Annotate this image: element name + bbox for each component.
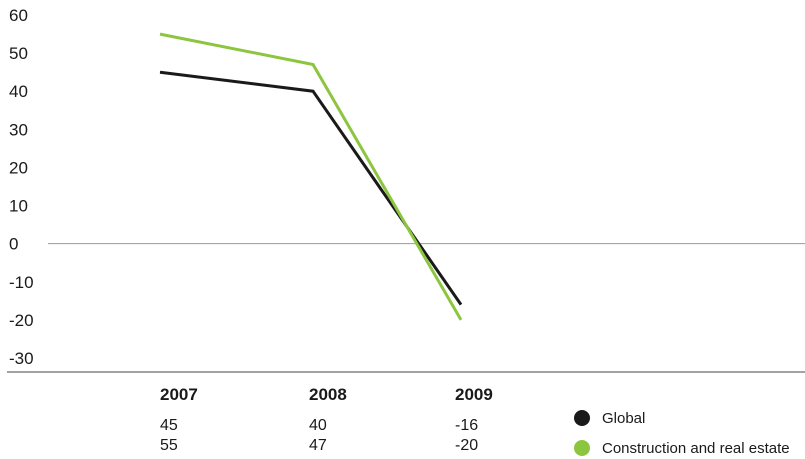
y-tick-label: -30 — [9, 349, 34, 368]
y-tick-label: 50 — [9, 44, 28, 63]
data-value-label: -20 — [455, 437, 478, 454]
series-line-2 — [159, 32, 463, 321]
y-tick-label: 30 — [9, 120, 28, 139]
x-category-label: 2009 — [455, 385, 493, 404]
x-axis-categories: 2007 2008 2009 — [160, 385, 493, 404]
data-value-label: 55 — [160, 437, 178, 454]
data-value-label: -16 — [455, 417, 478, 434]
legend-marker — [574, 440, 590, 456]
data-value-label: 45 — [160, 417, 178, 434]
legend-label: Construction and real estate — [602, 440, 790, 457]
x-category-label: 2007 — [160, 385, 198, 404]
y-tick-label: 40 — [9, 82, 28, 101]
y-tick-label: 0 — [9, 235, 18, 254]
series-lines — [159, 32, 463, 321]
legend-label: Global — [602, 410, 645, 427]
y-tick-label: -20 — [9, 311, 34, 330]
legend: Global Construction and real estate — [574, 410, 790, 457]
x-category-label: 2008 — [309, 385, 347, 404]
y-axis-ticks: 60 50 40 30 20 10 0 -10 -20 -30 — [9, 6, 34, 368]
data-value-label: 40 — [309, 417, 327, 434]
value-table: 45 40 -16 55 47 -20 — [160, 417, 478, 454]
y-tick-label: 20 — [9, 158, 28, 177]
y-tick-label: 60 — [9, 6, 28, 25]
y-tick-label: 10 — [9, 197, 28, 216]
y-tick-label: -10 — [9, 273, 34, 292]
data-value-label: 47 — [309, 437, 327, 454]
series-line-1 — [159, 70, 463, 306]
legend-marker — [574, 410, 590, 426]
